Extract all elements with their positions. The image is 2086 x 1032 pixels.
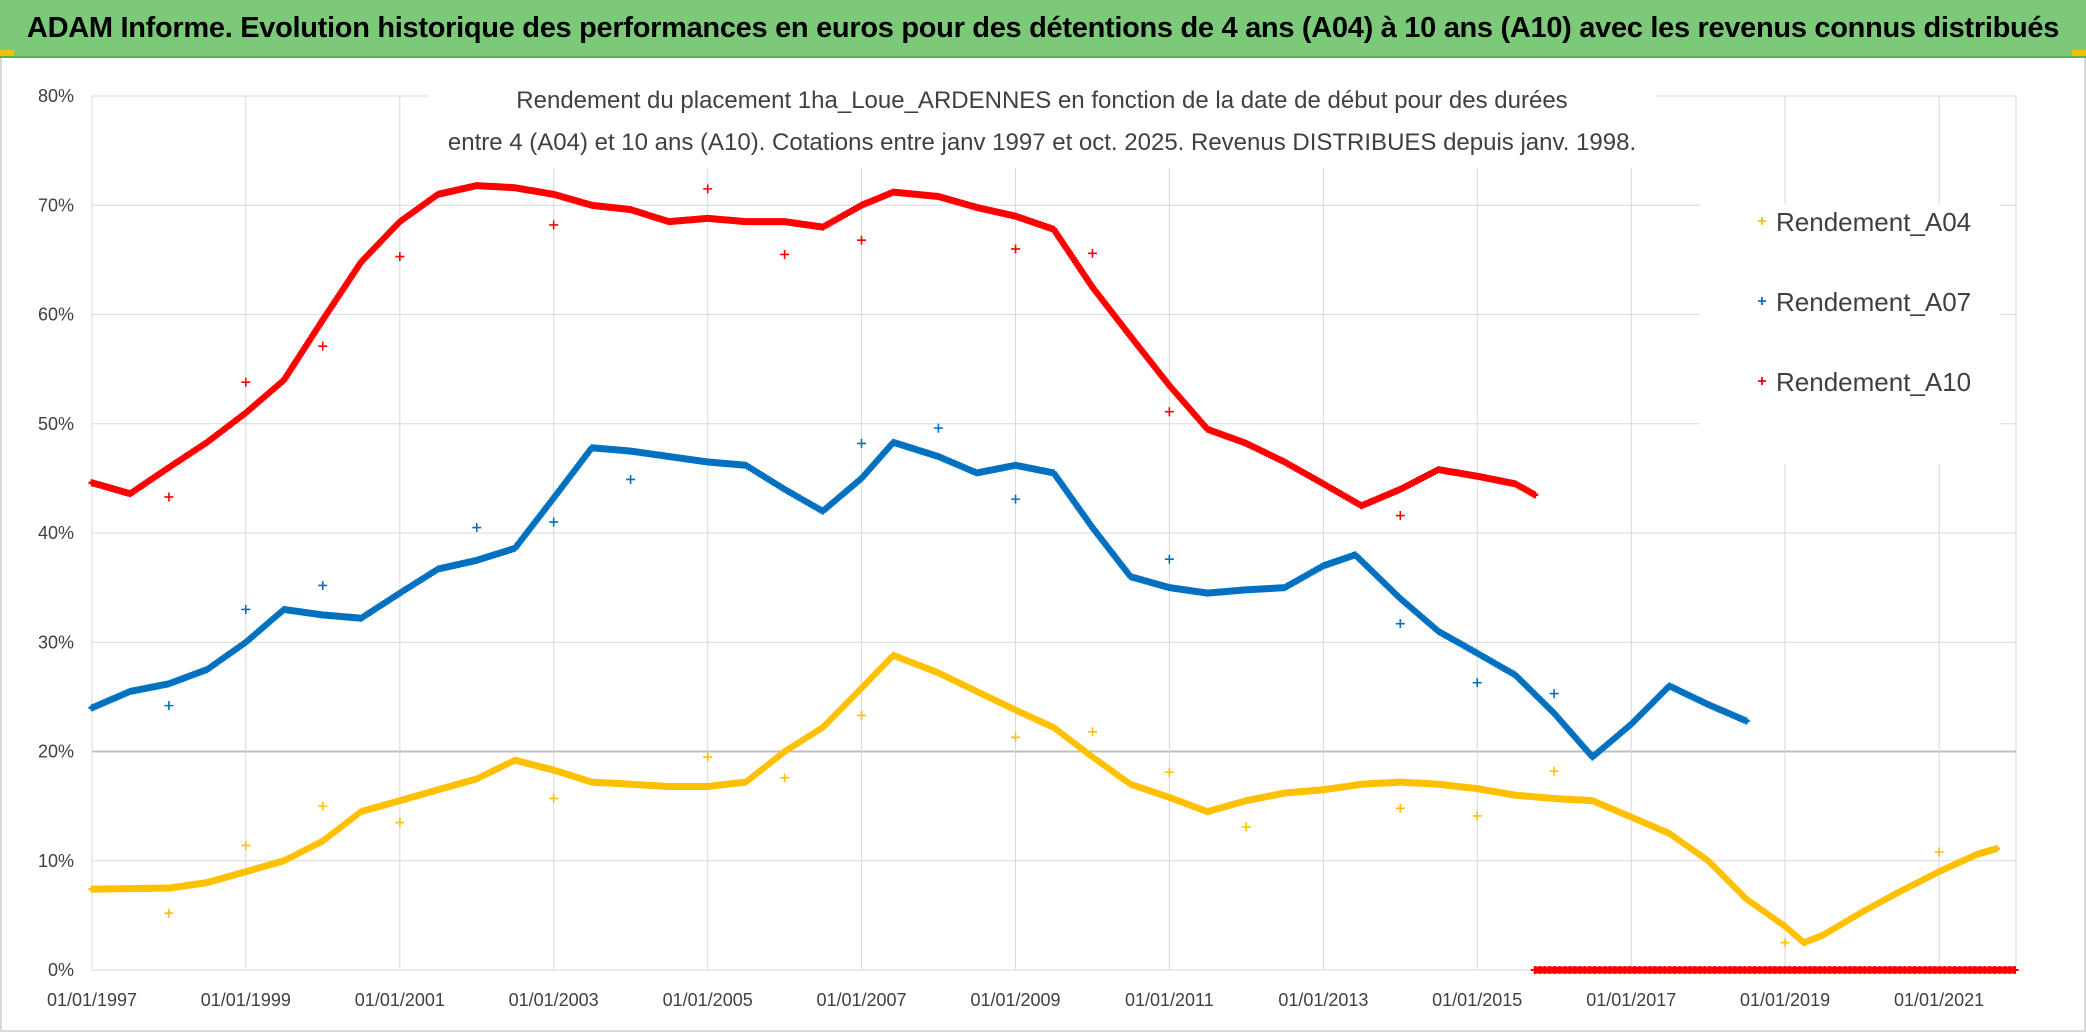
x-axis-ticks: 01/01/1997 01/01/1999 01/01/2001 01/01/2003… [47,990,1984,1010]
outlier-point [626,474,636,484]
chart-legend: Rendement_A04 Rendement_A07 Rendement_A10 [1700,204,2000,464]
outlier-point [318,580,328,590]
legend-background [1700,204,2000,464]
outlier-point [241,377,251,387]
y-tick-label: 30% [38,632,74,652]
outlier-point [395,252,405,262]
chart-title-background [428,74,1656,168]
outlier-point [241,604,251,614]
series-Rendement_A10 [88,182,2019,974]
outlier-point [1087,248,1097,258]
y-tick-label: 10% [38,851,74,871]
x-tick-label: 01/01/2005 [663,990,753,1010]
legend-label: Rendement_A04 [1776,207,1971,237]
series-line [91,652,1998,946]
series-line [91,439,1748,760]
outlier-point [549,517,559,527]
chart-title-line-2: entre 4 (A04) et 10 ans (A10). Cotations… [448,129,1636,156]
outlier-point [1780,938,1790,948]
outlier-point [1395,803,1405,813]
x-tick-label: 01/01/1997 [47,990,137,1010]
legend-marker [1758,217,1766,225]
y-tick-label: 0% [48,960,74,980]
x-tick-label: 01/01/2017 [1586,990,1676,1010]
x-tick-label: 01/01/2011 [1125,990,1214,1010]
outlier-point [1395,511,1405,521]
outlier-point [241,840,251,850]
banner-accent-left [0,50,14,56]
banner-accent-right [2072,50,2086,56]
y-tick-label: 70% [38,195,74,215]
outlier-point [1549,766,1559,776]
outlier-point [1011,494,1021,504]
x-tick-label: 01/01/2001 [355,990,445,1010]
outlier-point [1395,619,1405,629]
y-axis-ticks: 0% 10% 20% 30% 40% 50% 60% 70% 80% [38,86,74,980]
outlier-point [549,793,559,803]
zero-segment-markers [1530,966,2019,974]
outlier-point [1472,678,1482,688]
outlier-point [857,710,867,720]
outlier-point [164,908,174,918]
legend-marker [1758,297,1766,305]
outlier-point [1241,822,1251,832]
x-tick-label: 01/01/2019 [1740,990,1830,1010]
outlier-point [857,235,867,245]
y-tick-label: 80% [38,86,74,106]
outlier-point [1087,727,1097,737]
outlier-point [703,184,713,194]
chart-title-box: Rendement du placement 1ha_Loue_ARDENNES… [428,74,1656,168]
x-tick-label: 01/01/2015 [1432,990,1522,1010]
outlier-point [1011,732,1021,742]
x-tick-label: 01/01/2021 [1894,990,1984,1010]
outlier-point [164,492,174,502]
outlier-point [933,423,943,433]
banner-title: ADAM Informe. Evolution historique des p… [26,11,2060,44]
series-line [91,183,1536,509]
outlier-point [1472,811,1482,821]
outlier-point [1549,689,1559,699]
legend-marker [1758,377,1766,385]
x-tick-label: 01/01/1999 [201,990,291,1010]
y-tick-label: 60% [38,305,74,325]
outlier-point [164,701,174,711]
legend-item: Rendement_A10 [1758,367,1971,397]
x-tick-label: 01/01/2003 [509,990,599,1010]
x-tick-label: 01/01/2013 [1278,990,1368,1010]
series-Rendement_A04 [88,651,2001,948]
outlier-point [395,818,405,828]
outlier-point [857,438,867,448]
y-tick-label: 50% [38,414,74,434]
y-tick-label: 20% [38,742,74,762]
outlier-point [1164,407,1174,417]
outlier-point [549,220,559,230]
legend-item: Rendement_A07 [1758,287,1971,317]
outlier-point [472,523,482,533]
outlier-point [780,773,790,783]
legend-item: Rendement_A04 [1758,207,1971,237]
legend-label: Rendement_A10 [1776,367,1971,397]
x-tick-label: 01/01/2009 [970,990,1060,1010]
outlier-point [780,249,790,259]
outlier-point [1934,847,1944,857]
outlier-point [703,752,713,762]
series-trace [88,438,1750,761]
outlier-point [1011,244,1021,254]
y-tick-label: 40% [38,523,74,543]
outlier-point [1164,767,1174,777]
chart-title-line-1: Rendement du placement 1ha_Loue_ARDENNES… [516,87,1567,114]
x-tick-label: 01/01/2007 [816,990,906,1010]
performance-chart: 0%10%20%30%40%50%60%70%80% 01/01/1997 01/… [38,74,2019,1010]
series-trace [88,651,2001,947]
series-Rendement_A07 [88,423,1750,761]
report-banner: ADAM Informe. Evolution historique des p… [0,0,2086,58]
outlier-point [318,801,328,811]
outlier-point [318,341,328,351]
outlier-point [1164,554,1174,564]
legend-label: Rendement_A07 [1776,287,1971,317]
chart-series [88,182,2019,974]
